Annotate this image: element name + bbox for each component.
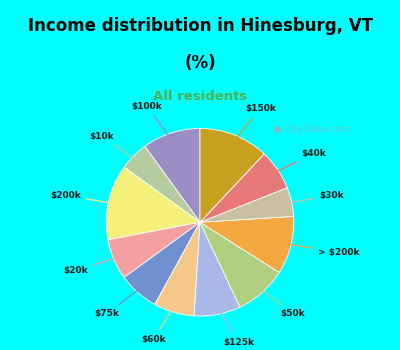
Text: All residents: All residents (153, 90, 247, 103)
Wedge shape (200, 216, 294, 273)
Wedge shape (200, 188, 294, 222)
Text: $75k: $75k (94, 286, 143, 318)
Text: $100k: $100k (132, 102, 173, 141)
Text: $20k: $20k (64, 256, 122, 275)
Text: $40k: $40k (271, 149, 326, 175)
Text: $30k: $30k (283, 191, 344, 204)
Wedge shape (124, 146, 200, 222)
Text: (%): (%) (184, 54, 216, 72)
Text: > $200k: > $200k (283, 243, 360, 257)
Wedge shape (200, 222, 279, 307)
Text: $10k: $10k (89, 132, 139, 162)
Wedge shape (124, 222, 200, 304)
Wedge shape (200, 128, 264, 222)
Text: Income distribution in Hinesburg, VT: Income distribution in Hinesburg, VT (28, 17, 372, 35)
Wedge shape (155, 222, 200, 316)
Wedge shape (145, 128, 200, 222)
Wedge shape (194, 222, 240, 316)
Text: $60k: $60k (141, 304, 176, 344)
Text: $50k: $50k (257, 286, 305, 318)
Wedge shape (106, 167, 200, 240)
Text: $200k: $200k (50, 191, 117, 204)
Text: $150k: $150k (232, 104, 276, 144)
Text: $125k: $125k (217, 306, 254, 346)
Wedge shape (200, 154, 287, 222)
Text: ● City-Data.com: ● City-Data.com (274, 125, 350, 134)
Wedge shape (108, 222, 200, 278)
